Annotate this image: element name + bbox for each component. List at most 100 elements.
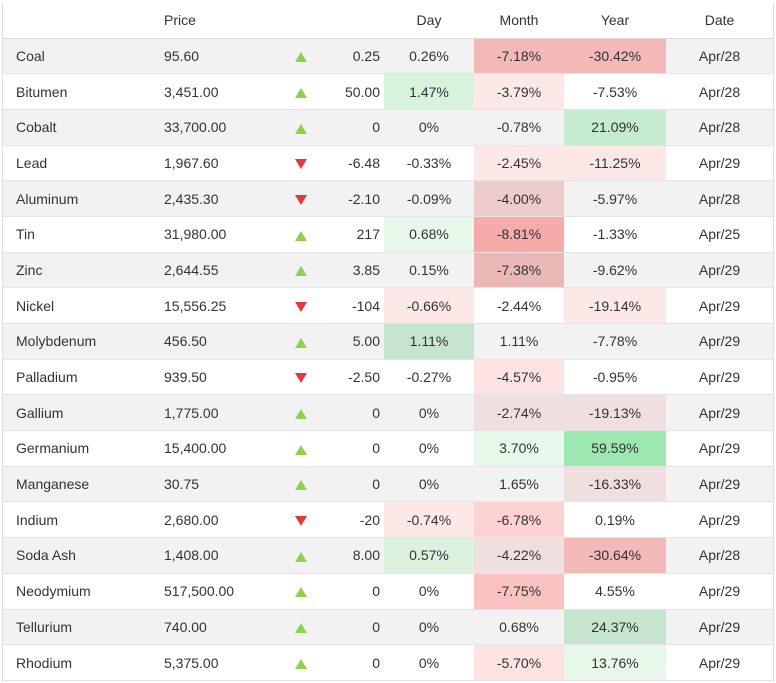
- day-change-cell: 1.47%: [384, 73, 474, 110]
- price-cell: 1,967.60: [155, 145, 276, 181]
- header-year[interactable]: Year: [564, 2, 666, 39]
- commodity-name[interactable]: Gallium: [3, 394, 155, 431]
- price-cell: 2,644.55: [155, 252, 276, 288]
- day-change-cell: 0%: [384, 466, 474, 502]
- table-row[interactable]: Rhodium 5,375.00 0 0% -5.70% 13.76% Apr/29: [3, 644, 773, 681]
- up-arrow-icon: [295, 226, 307, 242]
- table-row[interactable]: Coal 95.60 0.25 0.26% -7.18% -30.42% Apr/28: [3, 38, 773, 74]
- change-cell: 0: [326, 394, 384, 431]
- change-cell: -2.50: [326, 359, 384, 395]
- down-arrow-icon: [276, 145, 326, 181]
- table-row[interactable]: Palladium 939.50 -2.50 -0.27% -4.57% -0.95% Ap…: [3, 359, 773, 395]
- down-arrow-icon: [276, 359, 326, 395]
- date-cell: Apr/28: [666, 73, 773, 110]
- header-change[interactable]: [326, 2, 384, 39]
- header-date[interactable]: Date: [666, 2, 773, 39]
- commodity-name[interactable]: Indium: [3, 501, 155, 538]
- table-row[interactable]: Tin 31,980.00 217 0.68% -8.81% -1.33% Apr/25: [3, 216, 773, 253]
- up-arrow-icon: [295, 333, 307, 349]
- year-change-cell: 24.37%: [564, 609, 666, 645]
- table-body: Coal 95.60 0.25 0.26% -7.18% -30.42% Apr/28 Bit…: [3, 38, 773, 681]
- date-cell: Apr/28: [666, 180, 773, 217]
- commodity-name[interactable]: Palladium: [3, 359, 155, 395]
- day-change-cell: -0.74%: [384, 501, 474, 538]
- change-cell: 0: [326, 573, 384, 609]
- change-cell: 0: [326, 466, 384, 502]
- commodity-name[interactable]: Germanium: [3, 430, 155, 467]
- up-arrow-icon: [276, 466, 326, 502]
- commodity-name[interactable]: Molybdenum: [3, 323, 155, 360]
- table-row[interactable]: Bitumen 3,451.00 50.00 1.47% -3.79% -7.53% Apr…: [3, 73, 773, 110]
- up-arrow-icon: [295, 84, 307, 100]
- commodity-name[interactable]: Aluminum: [3, 180, 155, 217]
- up-arrow-icon: [295, 476, 307, 492]
- commodity-name[interactable]: Rhodium: [3, 644, 155, 681]
- up-arrow-icon: [276, 216, 326, 253]
- header-price[interactable]: Price: [155, 2, 276, 39]
- year-change-cell: 21.09%: [564, 109, 666, 146]
- header-month[interactable]: Month: [474, 2, 564, 39]
- commodity-name[interactable]: Nickel: [3, 287, 155, 324]
- table-row[interactable]: Tellurium 740.00 0 0% 0.68% 24.37% Apr/29: [3, 609, 773, 645]
- commodity-name[interactable]: Coal: [3, 38, 155, 74]
- commodity-name[interactable]: Bitumen: [3, 73, 155, 110]
- date-cell: Apr/29: [666, 359, 773, 395]
- up-arrow-icon: [276, 644, 326, 681]
- up-arrow-icon: [295, 48, 307, 64]
- up-arrow-icon: [295, 547, 307, 563]
- commodity-name[interactable]: Manganese: [3, 466, 155, 502]
- table-row[interactable]: Germanium 15,400.00 0 0% 3.70% 59.59% Apr/29: [3, 430, 773, 467]
- table-row[interactable]: Neodymium 517,500.00 0 0% -7.75% 4.55% Apr/29: [3, 573, 773, 609]
- commodity-name[interactable]: Lead: [3, 145, 155, 181]
- header-day[interactable]: Day: [384, 2, 474, 39]
- table-row[interactable]: Molybdenum 456.50 5.00 1.11% 1.11% -7.78% Apr/…: [3, 323, 773, 360]
- table-row[interactable]: Indium 2,680.00 -20 -0.74% -6.78% 0.19% Apr/29: [3, 501, 773, 538]
- change-cell: -2.10: [326, 180, 384, 217]
- month-change-cell: -7.18%: [474, 38, 564, 74]
- month-change-cell: 0.68%: [474, 609, 564, 645]
- commodity-name[interactable]: Zinc: [3, 252, 155, 288]
- commodity-name[interactable]: Soda Ash: [3, 537, 155, 574]
- day-change-cell: 0.15%: [384, 252, 474, 288]
- year-change-cell: -7.78%: [564, 323, 666, 360]
- table-row[interactable]: Zinc 2,644.55 3.85 0.15% -7.38% -9.62% Apr/29: [3, 252, 773, 288]
- change-cell: 0: [326, 644, 384, 681]
- day-change-cell: 0%: [384, 109, 474, 146]
- month-change-cell: -4.00%: [474, 180, 564, 217]
- table-row[interactable]: Aluminum 2,435.30 -2.10 -0.09% -4.00% -5.97% A…: [3, 180, 773, 217]
- change-cell: 5.00: [326, 323, 384, 360]
- day-change-cell: -0.09%: [384, 180, 474, 217]
- year-change-cell: 4.55%: [564, 573, 666, 609]
- price-cell: 33,700.00: [155, 109, 276, 146]
- header-name[interactable]: [3, 2, 155, 39]
- table-row[interactable]: Gallium 1,775.00 0 0% -2.74% -19.13% Apr/29: [3, 394, 773, 431]
- commodity-name[interactable]: Tin: [3, 216, 155, 253]
- table-row[interactable]: Cobalt 33,700.00 0 0% -0.78% 21.09% Apr/28: [3, 109, 773, 146]
- day-change-cell: 0%: [384, 394, 474, 431]
- day-change-cell: 0%: [384, 644, 474, 681]
- up-arrow-icon: [276, 537, 326, 574]
- up-arrow-icon: [276, 109, 326, 146]
- year-change-cell: -0.95%: [564, 359, 666, 395]
- price-cell: 15,556.25: [155, 287, 276, 324]
- day-change-cell: 0%: [384, 573, 474, 609]
- date-cell: Apr/28: [666, 109, 773, 146]
- table-row[interactable]: Soda Ash 1,408.00 8.00 0.57% -4.22% -30.64% Ap…: [3, 537, 773, 574]
- year-change-cell: -19.14%: [564, 287, 666, 324]
- up-arrow-icon: [295, 440, 307, 456]
- up-arrow-icon: [295, 619, 307, 635]
- commodity-name[interactable]: Cobalt: [3, 109, 155, 146]
- table-row[interactable]: Manganese 30.75 0 0% 1.65% -16.33% Apr/29: [3, 466, 773, 502]
- change-cell: 217: [326, 216, 384, 253]
- change-cell: -6.48: [326, 145, 384, 181]
- price-cell: 1,775.00: [155, 394, 276, 431]
- table-row[interactable]: Nickel 15,556.25 -104 -0.66% -2.44% -19.14% Ap…: [3, 287, 773, 324]
- price-cell: 2,680.00: [155, 501, 276, 538]
- up-arrow-icon: [276, 73, 326, 110]
- month-change-cell: -3.79%: [474, 73, 564, 110]
- table-row[interactable]: Lead 1,967.60 -6.48 -0.33% -2.45% -11.25% Apr/…: [3, 145, 773, 181]
- commodity-name[interactable]: Tellurium: [3, 609, 155, 645]
- date-cell: Apr/28: [666, 38, 773, 74]
- commodity-name[interactable]: Neodymium: [3, 573, 155, 609]
